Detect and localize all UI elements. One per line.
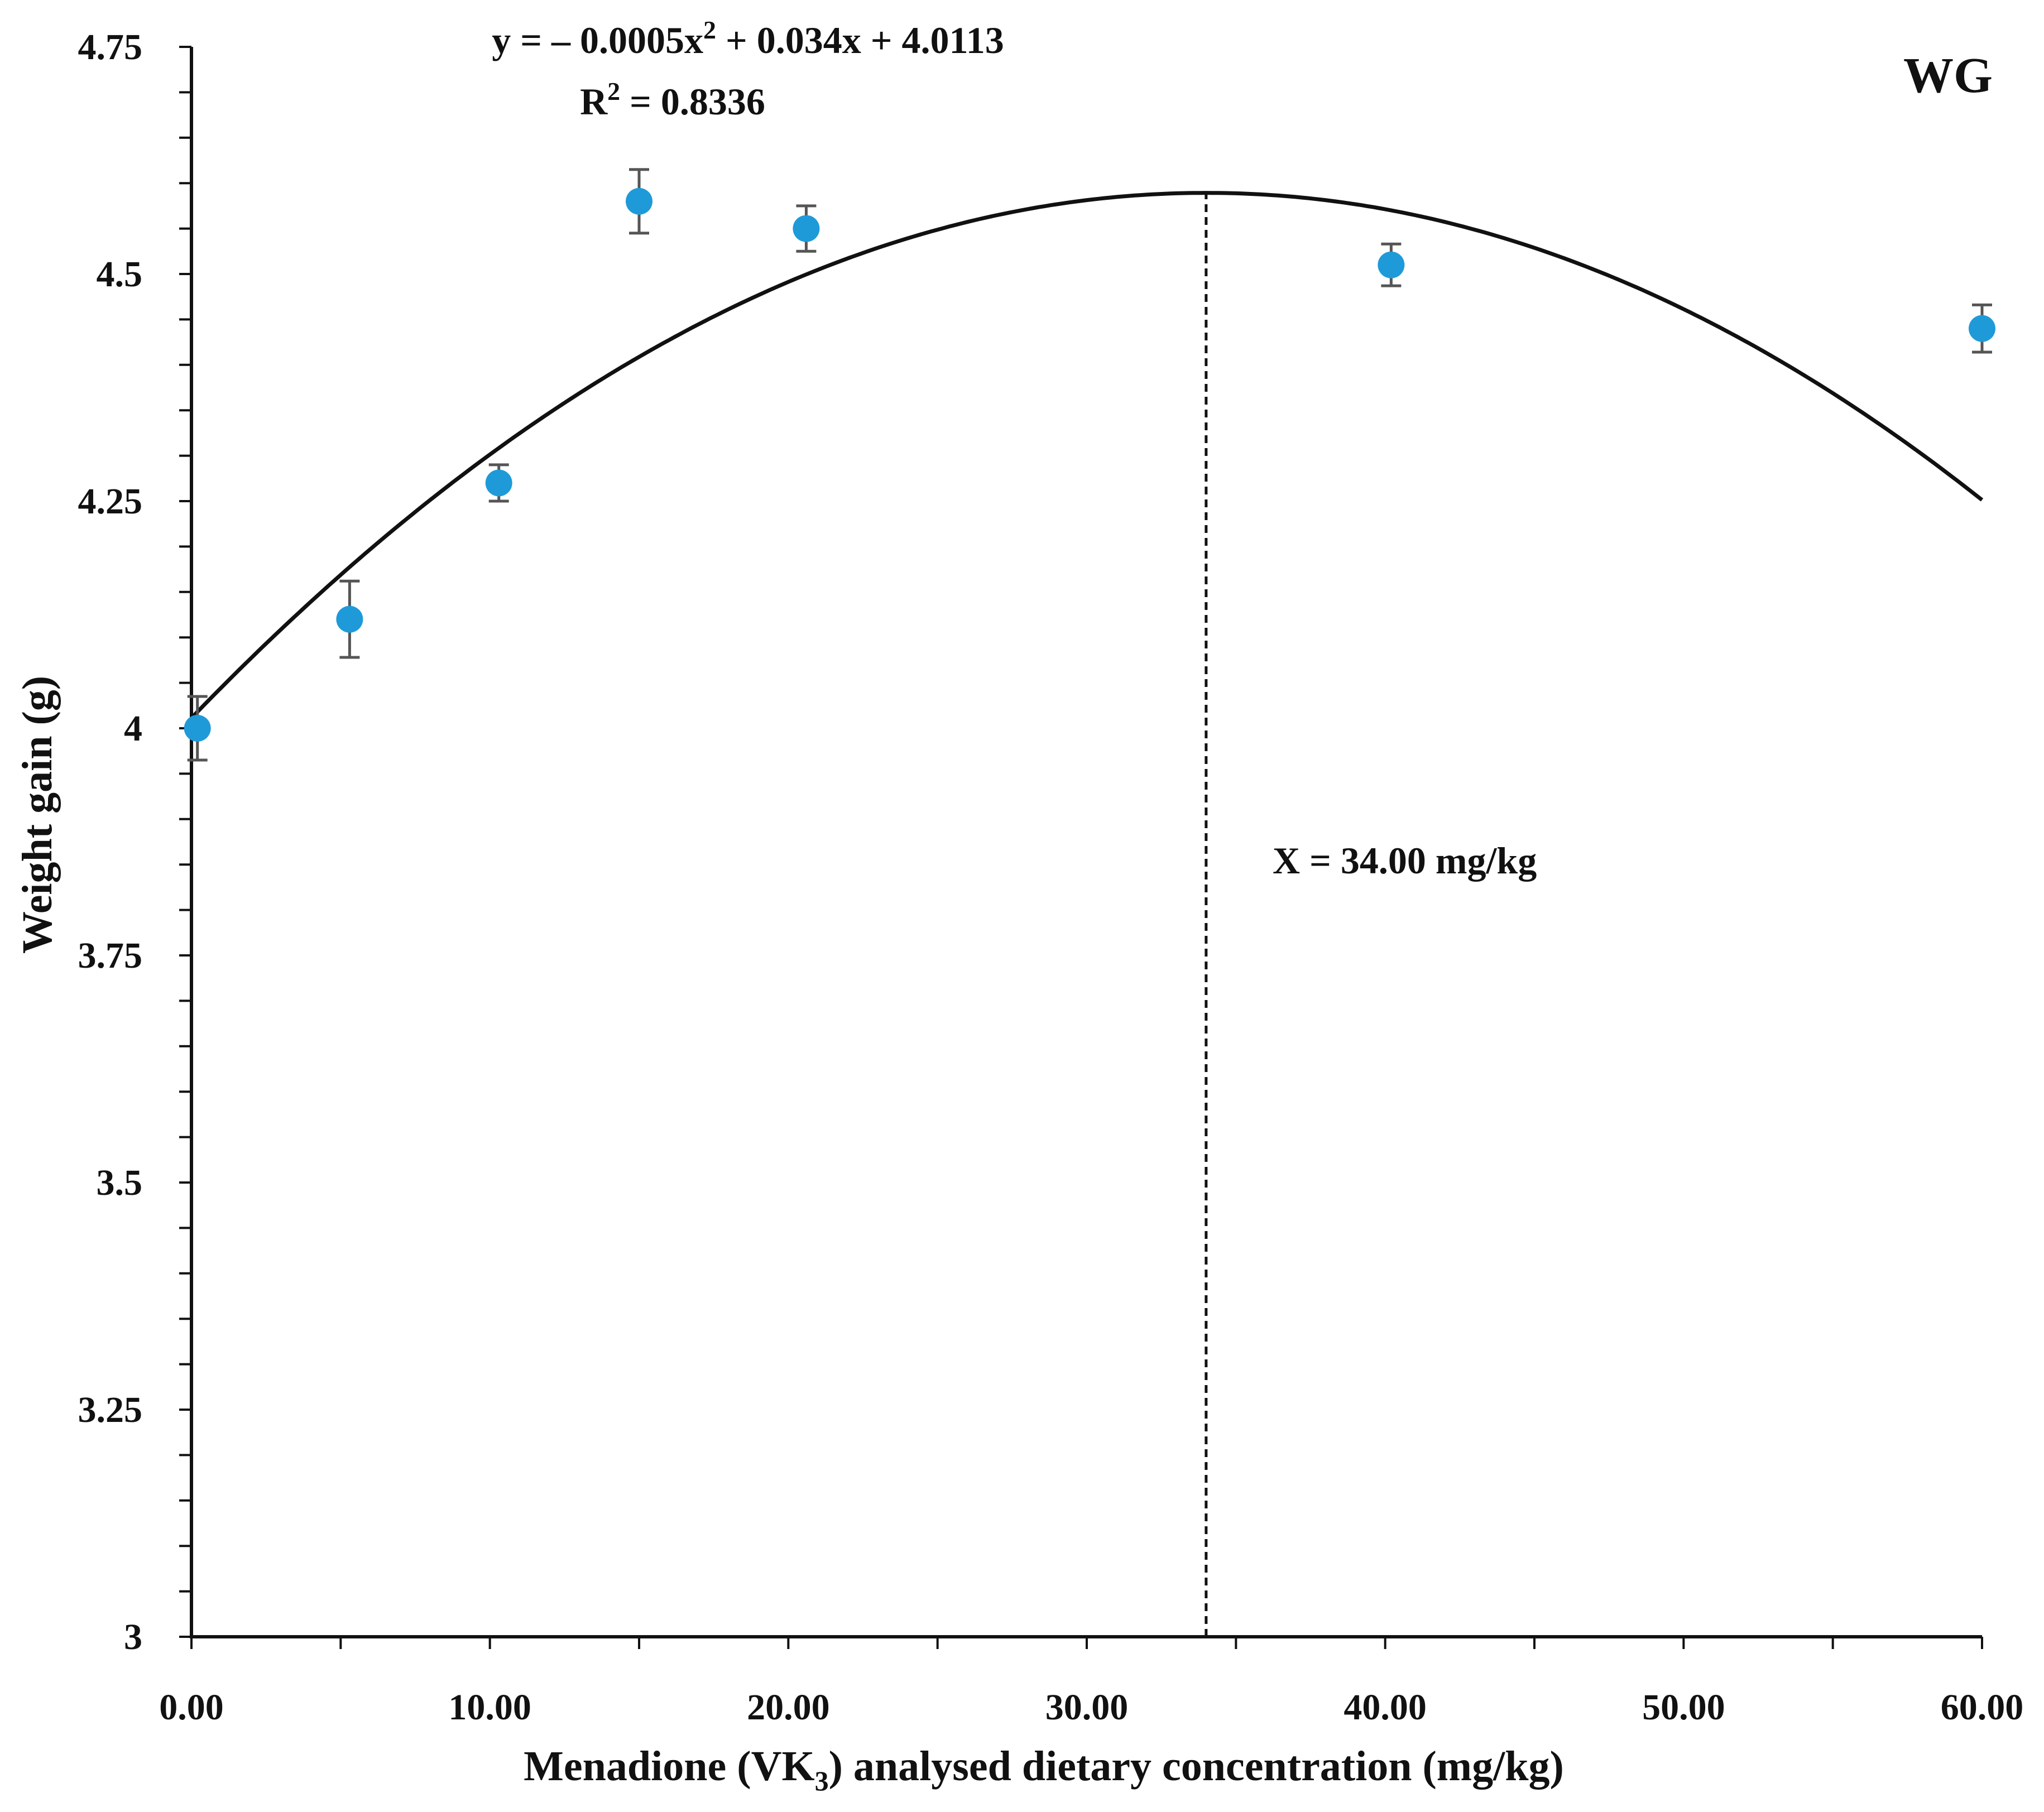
- y-tick-label: 3: [124, 1617, 142, 1657]
- axes: 0.00 10.00 20.00 30.00 40.00 50.00 60.00 3 3.25 3…: [78, 27, 2024, 1728]
- y-tick-label: 4: [124, 708, 142, 749]
- data-point-group: [1378, 242, 1405, 287]
- data-point: [184, 715, 211, 742]
- y-tick-label: 3.75: [78, 935, 143, 976]
- y-tick-label: 4.25: [78, 481, 143, 522]
- y-tick-label: 3.25: [78, 1390, 143, 1430]
- fit-equation: y = – 0.0005x2 + 0.034x + 4.0113: [492, 16, 1004, 61]
- data-point: [1969, 315, 1995, 342]
- panel-label: WG: [1903, 48, 1993, 103]
- r-squared-pre: R: [580, 80, 608, 123]
- data-point: [1378, 251, 1405, 278]
- data-point: [485, 469, 512, 497]
- r-squared-sup: 2: [607, 77, 620, 105]
- x-tick-label: 40.00: [1344, 1687, 1427, 1728]
- x-axis-title-end: ) analysed dietary concentration (mg/kg): [829, 1743, 1564, 1790]
- data-point-group: [1969, 303, 1995, 354]
- data-point: [626, 188, 652, 215]
- x-tick-label: 0.00: [159, 1687, 224, 1728]
- x-tick-label: 50.00: [1642, 1687, 1725, 1728]
- x-tick-label: 60.00: [1941, 1687, 2024, 1728]
- y-axis-title: Weight gain (g): [14, 676, 61, 954]
- fit-curve-group: [190, 191, 1984, 1637]
- r-squared-post: = 0.8336: [620, 80, 765, 123]
- fit-curve: [190, 191, 1984, 720]
- data-point-group: [485, 463, 512, 503]
- x-axis-title: Menadione (VK3) analysed dietary concent…: [524, 1743, 1564, 1796]
- x-tick-label: 20.00: [747, 1687, 830, 1728]
- data-point-group: [184, 695, 211, 762]
- r-squared: R2 = 0.8336: [580, 77, 765, 123]
- optimum-label: X = 34.00 mg/kg: [1273, 839, 1537, 882]
- y-tick-label: 4.75: [78, 27, 143, 68]
- chart-text: WG y = – 0.0005x2 + 0.034x + 4.0113 R2 =…: [14, 16, 1993, 1796]
- data-point-group: [336, 579, 363, 659]
- fit-equation-sup: 2: [703, 16, 716, 44]
- x-tick-label: 30.00: [1045, 1687, 1129, 1728]
- y-tick-label: 3.5: [97, 1162, 143, 1203]
- x-axis-title-sub: 3: [815, 1765, 829, 1796]
- data-point-group: [626, 168, 652, 235]
- x-tick-label: 10.00: [448, 1687, 531, 1728]
- y-tick-label: 4.5: [97, 254, 143, 295]
- data-points-group: [184, 168, 1995, 762]
- data-point-group: [793, 204, 820, 253]
- fit-equation-post: + 0.034x + 4.0113: [716, 19, 1004, 61]
- fit-equation-pre: y = – 0.0005x: [492, 19, 703, 61]
- data-point: [793, 215, 820, 242]
- x-axis-title-main: Menadione (VK: [524, 1743, 814, 1790]
- data-point: [336, 605, 363, 633]
